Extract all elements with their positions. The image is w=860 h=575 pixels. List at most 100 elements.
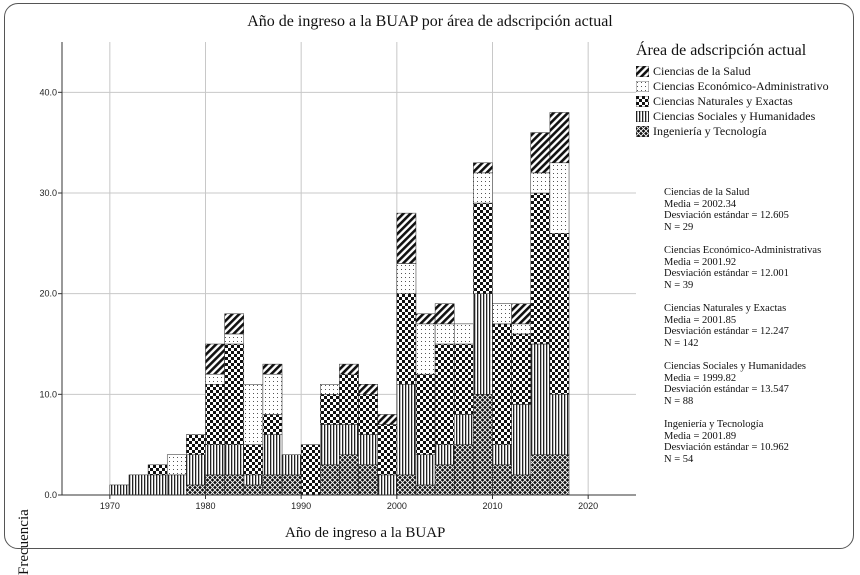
bar-segment bbox=[415, 313, 436, 325]
bar-segment bbox=[224, 333, 245, 345]
stat-n: N = 39 bbox=[664, 279, 694, 291]
bar-segment bbox=[396, 474, 417, 496]
y-tick-label: 30.0 bbox=[39, 188, 57, 198]
bar-segment bbox=[166, 474, 187, 496]
bar-segment bbox=[511, 323, 532, 335]
bar-segment bbox=[109, 484, 130, 496]
bar-segment bbox=[205, 444, 225, 476]
legend-label: Ciencias de la Salud bbox=[653, 64, 751, 78]
bar-segment bbox=[205, 384, 225, 445]
bar-segment bbox=[243, 444, 264, 476]
stat-sd: Desviación estándar = 12.001 bbox=[664, 268, 789, 279]
bar-segment bbox=[358, 384, 378, 395]
stat-sd: Desviación estándar = 10.962 bbox=[664, 442, 789, 453]
chart-title: Año de ingreso a la BUAP por área de ads… bbox=[247, 13, 613, 30]
bar-segment bbox=[262, 373, 283, 415]
bar-segment bbox=[147, 464, 168, 476]
bar-segment bbox=[473, 162, 493, 174]
histogram-plot: 0.0 10.0 20.0 30.0 40.0 1970 1980 1990 2000 2010 2… bbox=[39, 42, 636, 511]
bar-segment bbox=[511, 303, 532, 325]
bar-segment bbox=[434, 444, 455, 466]
y-tick-label: 40.0 bbox=[39, 87, 57, 97]
bar-segment bbox=[358, 464, 378, 496]
stat-name: Ciencias Sociales y Humanidades bbox=[664, 361, 807, 372]
legend-item: Ciencias Económico-Administrativo bbox=[636, 79, 858, 94]
bar-segment bbox=[262, 474, 283, 496]
bar-segment bbox=[224, 444, 245, 476]
stat-block: Ciencias Sociales y Humanidades Media = 1… bbox=[664, 361, 821, 407]
y-tick-label: 0.0 bbox=[44, 490, 57, 500]
bar-segment bbox=[243, 484, 264, 496]
bar-segment bbox=[473, 172, 493, 204]
bar-segment bbox=[415, 323, 436, 375]
legend: Área de adscripción actual Ciencias de l… bbox=[636, 42, 858, 139]
bar-segment bbox=[186, 434, 206, 455]
bar-segment bbox=[224, 313, 245, 335]
legend-swatch bbox=[636, 96, 649, 107]
legend-item: Ciencias Naturales y Exactas bbox=[636, 94, 858, 109]
stat-media: Media = 2001.85 bbox=[664, 314, 737, 326]
bar-segment bbox=[320, 424, 340, 466]
bar-segment bbox=[339, 363, 359, 375]
bar-segment bbox=[473, 394, 493, 496]
x-tick-label: 2000 bbox=[387, 501, 407, 511]
stat-n: N = 142 bbox=[664, 337, 699, 349]
stat-name: Ingeniería y Tecnología bbox=[664, 419, 764, 430]
stat-n: N = 54 bbox=[664, 453, 694, 465]
bar-segment bbox=[224, 343, 245, 445]
stat-media: Media = 1999.82 bbox=[664, 372, 737, 384]
bar-segment bbox=[358, 434, 378, 466]
bar-segment bbox=[415, 484, 436, 496]
bar-segment bbox=[262, 434, 283, 476]
stat-media: Media = 2001.89 bbox=[664, 430, 737, 442]
stat-media: Media = 2002.34 bbox=[664, 198, 737, 210]
legend-label: Ingeniería y Tecnología bbox=[653, 124, 767, 138]
bar-segment bbox=[530, 132, 551, 174]
bar-segment bbox=[339, 454, 359, 496]
bar-segment bbox=[358, 394, 378, 435]
bar-segment bbox=[511, 333, 532, 405]
x-tick-label: 2010 bbox=[482, 501, 502, 511]
stat-name: Ciencias Económico-Administrativas bbox=[664, 245, 822, 256]
bar-segment bbox=[377, 474, 398, 496]
bar-segment bbox=[549, 112, 570, 164]
bar-segment bbox=[434, 343, 455, 445]
bar-segment bbox=[549, 454, 570, 496]
stats-panel: Ciencias de la Salud Media = 2002.34 Desvi… bbox=[664, 187, 821, 477]
bar-segment bbox=[243, 474, 264, 486]
bar-segment bbox=[492, 464, 512, 496]
stat-sd: Desviación estándar = 13.547 bbox=[664, 384, 789, 395]
bar-segment bbox=[339, 424, 359, 455]
legend-item: Ingeniería y Tecnología bbox=[636, 124, 858, 139]
bar-segment bbox=[473, 293, 493, 395]
bar-segment bbox=[492, 303, 512, 325]
stat-media: Media = 2001.92 bbox=[664, 256, 737, 268]
stat-block: Ciencias Económico-Administrativas Media … bbox=[664, 245, 821, 291]
bar-segment bbox=[530, 172, 551, 194]
x-axis-label: Año de ingreso a la BUAP bbox=[285, 525, 446, 541]
legend-swatch bbox=[636, 66, 649, 77]
x-tick-label: 2020 bbox=[578, 501, 598, 511]
x-tick-label: 1980 bbox=[195, 501, 215, 511]
bar-segment bbox=[434, 303, 455, 325]
y-tick-label: 10.0 bbox=[39, 389, 57, 399]
legend-swatch bbox=[636, 81, 649, 92]
bar-segment bbox=[300, 444, 321, 496]
bar-segment bbox=[166, 454, 187, 476]
y-tick-label: 20.0 bbox=[39, 289, 57, 299]
stat-n: N = 29 bbox=[664, 221, 694, 233]
bar-segment bbox=[396, 263, 417, 294]
bar-segment bbox=[511, 404, 532, 476]
bar-segment bbox=[549, 233, 570, 395]
bar-segment bbox=[377, 414, 398, 425]
bar-segment bbox=[530, 192, 551, 345]
bar-segment bbox=[262, 363, 283, 375]
bar-segment bbox=[530, 454, 551, 496]
bar-segment bbox=[549, 162, 570, 234]
bar-segment bbox=[492, 323, 512, 445]
bar-segment bbox=[415, 373, 436, 455]
legend-swatch bbox=[636, 111, 649, 122]
bar-segment bbox=[453, 323, 474, 345]
bar-segment bbox=[549, 394, 570, 455]
bar-segment bbox=[186, 484, 206, 496]
